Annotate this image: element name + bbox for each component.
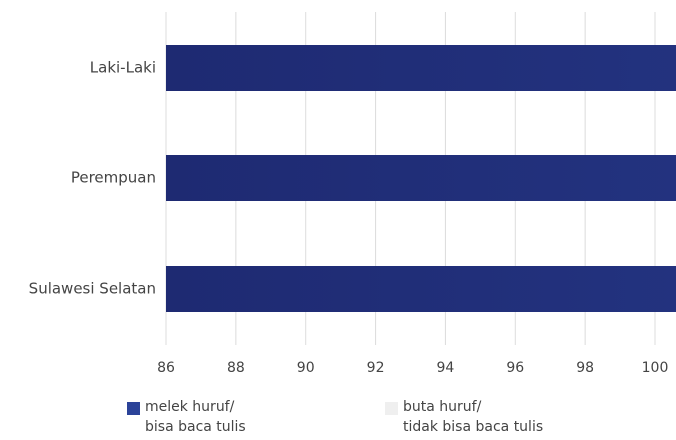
x-tick-label: 86 <box>157 360 175 376</box>
x-tick-label: 98 <box>576 360 594 376</box>
bar-segment <box>166 266 676 312</box>
legend-swatch <box>385 402 398 415</box>
legend-swatch <box>127 402 140 415</box>
x-tick-label: 92 <box>367 360 385 376</box>
x-tick-label: 96 <box>506 360 524 376</box>
x-tick-label: 88 <box>227 360 245 376</box>
y-tick-label: Laki-Laki <box>90 59 156 77</box>
x-tick-label: 90 <box>297 360 315 376</box>
bar-segment <box>166 155 676 201</box>
legend-label: melek huruf/ bisa baca tulis <box>145 399 246 435</box>
x-tick-label: 100 <box>642 360 669 376</box>
bar-segment <box>166 45 676 91</box>
y-tick-label: Perempuan <box>71 169 156 187</box>
y-tick-label: Sulawesi Selatan <box>29 280 156 298</box>
x-tick-label: 94 <box>437 360 455 376</box>
legend-label: buta huruf/ tidak bisa baca tulis <box>403 399 544 435</box>
